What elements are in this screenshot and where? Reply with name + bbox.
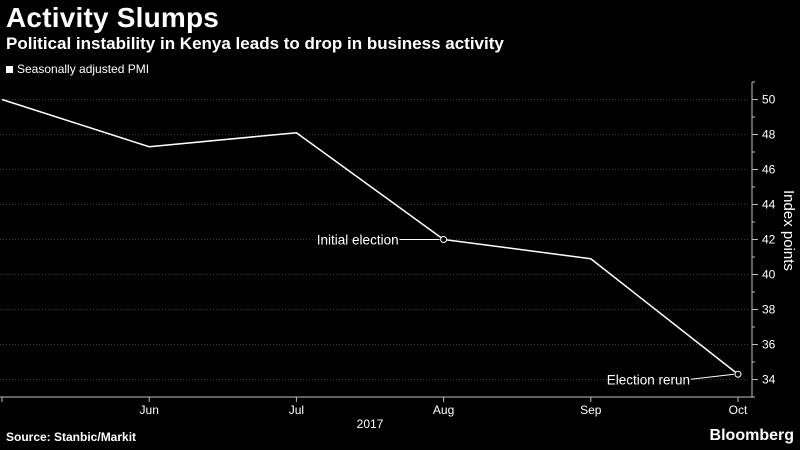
bloomberg-logo: Bloomberg — [709, 427, 794, 444]
x-tick-label: Sep — [580, 403, 602, 417]
x-tick-label: Jun — [140, 403, 159, 417]
y-tick-label: 48 — [762, 128, 776, 142]
x-year-label: 2017 — [357, 417, 384, 431]
y-tick-label: 36 — [762, 338, 776, 352]
series-line — [1, 98, 739, 375]
y-tick-label: 42 — [762, 233, 776, 247]
legend-label: Seasonally adjusted PMI — [17, 62, 150, 76]
y-tick-label: 38 — [762, 303, 776, 317]
chart-subtitle: Political instability in Kenya leads to … — [6, 34, 504, 53]
y-tick-label: 34 — [762, 373, 776, 387]
x-tick-label: Jul — [289, 403, 304, 417]
annotation-marker — [440, 236, 448, 243]
x-tick-label: Oct — [729, 403, 748, 417]
annotation-label: Election rerun — [607, 372, 690, 387]
x-tick-label: Aug — [433, 403, 454, 417]
y-tick-label: 50 — [762, 93, 776, 107]
chart-title: Activity Slumps — [6, 2, 220, 33]
source-note: Source: Stanbic/Markit — [6, 430, 137, 444]
y-axis-label: Index points — [780, 190, 797, 271]
legend-swatch — [6, 65, 13, 73]
y-tick-label: 46 — [762, 163, 776, 177]
y-tick-label: 40 — [762, 268, 776, 282]
annotation-leader — [690, 373, 735, 380]
annotation-label: Initial election — [317, 233, 399, 248]
annotation-marker — [734, 370, 742, 378]
legend: Seasonally adjusted PMI — [6, 62, 149, 76]
y-tick-label: 44 — [762, 198, 776, 212]
